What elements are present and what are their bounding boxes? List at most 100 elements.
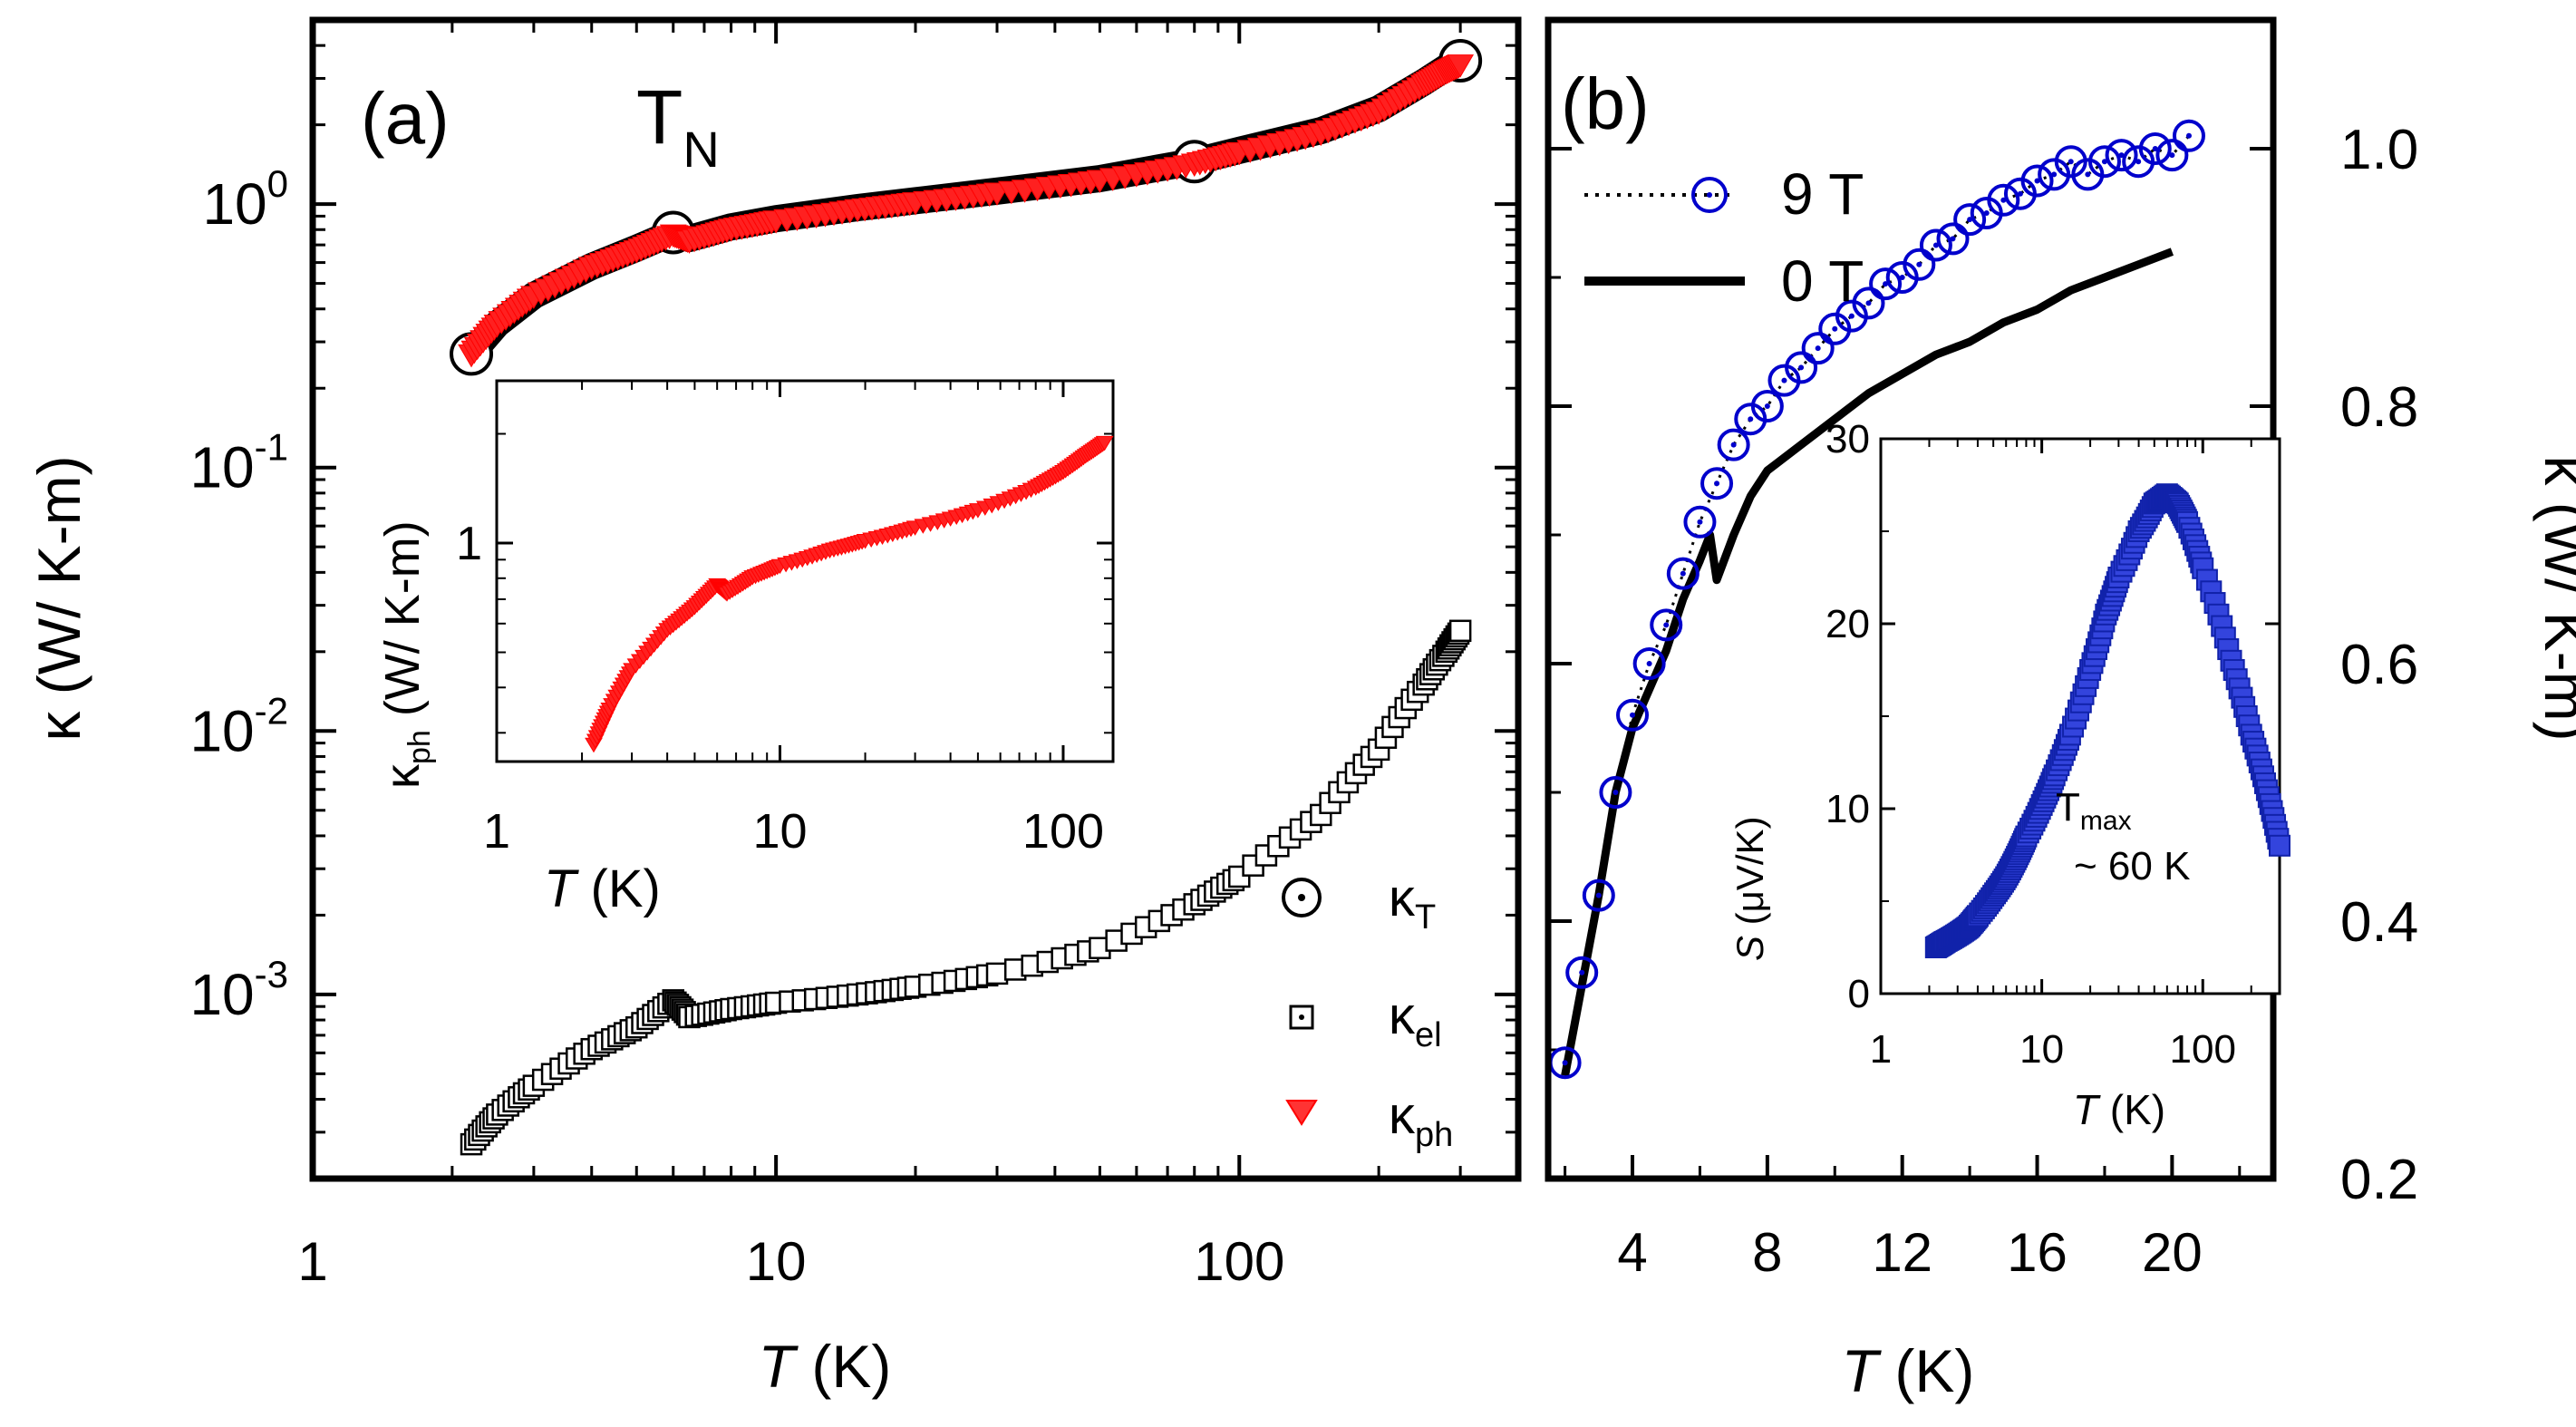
series-9t-marker [1666, 557, 1700, 590]
series-9t-marker-dot [1815, 345, 1821, 352]
series-9t-marker-dot [2051, 171, 2058, 178]
panel-a-ytick-label: 10-1 [189, 426, 288, 500]
series-9t-marker-dot [1899, 275, 1905, 280]
panel-b-ytick-label: 0.6 [2340, 634, 2418, 696]
panel-a-label: (a) [361, 78, 450, 159]
panel-a-inset-frame [495, 379, 1115, 763]
series-9t-marker-dot [1595, 892, 1602, 898]
series-9t-marker [1750, 390, 1784, 422]
panel-a: 1 10 100 10-3 10-2 10-1 100 1 10 100 1 T (K) κph … [25, 16, 1522, 1400]
series-9t-marker-dot [1680, 570, 1686, 577]
series-kel-marker [985, 962, 1009, 985]
series-9t-marker [1903, 248, 1936, 281]
series-kel-marker [1448, 619, 1472, 643]
panel-b-ylabel: κ (W/ K-m) [2532, 455, 2576, 741]
panel-b-inset-annotation-60k: ~ 60 K [2074, 844, 2190, 888]
series-9t-marker-dot [1579, 969, 1585, 976]
series-9t-marker [2138, 132, 2172, 165]
panel-b-xlabel: T (K) [1842, 1337, 1975, 1404]
panel-b-inset-ytick-label: 30 [1825, 417, 1870, 461]
panel-b-inset-ylabel: S (μV/K) [1729, 816, 1771, 961]
series-9t-marker-dot [1983, 210, 1990, 216]
series-9t-marker [1650, 608, 1683, 642]
series-9t-marker [1801, 332, 1835, 365]
legend-item-kt: κT [1282, 869, 1436, 937]
panel-b-legend: 9 T 0 T [1584, 161, 1864, 314]
inset-seebeck-marker [2269, 834, 2290, 857]
legend-item-kel: κel [1289, 986, 1442, 1054]
panel-a-legend: κT κel κph [1282, 869, 1453, 1154]
series-9t-marker [1700, 467, 1734, 500]
legend-label-9t: 9 T [1781, 161, 1864, 227]
series-9t-marker-dot [1832, 325, 1838, 332]
series-9t-marker [2020, 164, 2054, 198]
panel-a-xtick-label: 10 [746, 1231, 807, 1292]
series-9t-marker-dot [2085, 171, 2091, 178]
legend-item-9t: 9 T [1584, 161, 1864, 227]
panel-b-inset-ytick-label: 10 [1825, 787, 1870, 831]
series-9t-marker [2105, 139, 2138, 172]
series-9t-marker-dot [1798, 364, 1805, 371]
panel-a-xlabel: T (K) [759, 1333, 892, 1400]
series-9t-marker-dot [1950, 236, 1956, 242]
panel-a-ytick-label: 100 [202, 162, 288, 237]
series-9t-marker-dot [1916, 261, 1922, 267]
panel-b: 4 8 12 16 200.20.40.60.81.0 (b) 9 T 0 T 1 10 1… [1545, 16, 2576, 1404]
panel-b-inset-xtick-label: 1 [1870, 1027, 1892, 1072]
series-9t-marker [1785, 351, 1818, 384]
series-9t-marker-dot [2135, 159, 2142, 165]
legend-marker-9t [1691, 177, 1728, 213]
panel-a-inset-xtick-label: 100 [1022, 804, 1104, 859]
series-9t-marker [1869, 267, 1903, 301]
legend-marker-kph [1285, 1100, 1318, 1126]
series-9t-marker [1565, 956, 1599, 989]
series-9t-marker [1599, 776, 1632, 809]
panel-a-inset-series [585, 435, 1114, 753]
legend-label-kel: κel [1389, 986, 1442, 1054]
panel-b-ytick-label: 1.0 [2340, 119, 2418, 181]
series-9t-marker [1616, 698, 1650, 732]
legend-marker-kt [1282, 878, 1322, 917]
series-9t-marker [1987, 183, 2020, 217]
panel-b-series [1548, 119, 2205, 1080]
series-9t-marker [1582, 879, 1615, 912]
inset-kph-marker [1095, 435, 1114, 451]
series-9t-marker-dot [2068, 159, 2074, 165]
panel-b-inset-xtick-label: 10 [2019, 1027, 2064, 1072]
panel-b-inset-xtick-label: 100 [2170, 1027, 2236, 1072]
series-9t-marker [1717, 428, 1750, 461]
legend-marker-9t-dot [1707, 192, 1712, 198]
panel-b-inset-ytick-label: 20 [1825, 602, 1870, 646]
panel-a-inset: 1 10 100 1 T (K) κph (W/ K-m) [375, 379, 1115, 918]
legend-marker-kel [1289, 1005, 1314, 1030]
series-9t-marker-dot [2185, 132, 2192, 139]
panel-b-xtick-label: 16 [2007, 1222, 2068, 1283]
panel-a-frame [309, 16, 1522, 1182]
series-9t-marker-dot [2017, 190, 2023, 197]
panel-a-series [450, 39, 1483, 1156]
panel-b-ytick-label: 0.8 [2340, 376, 2418, 439]
panel-a-inset-ylabel: κph (W/ K-m) [375, 520, 437, 789]
series-9t-marker-dot [1781, 377, 1787, 383]
panel-a-annotation-tn: TN [636, 74, 720, 178]
panel-b-ytick-label: 0.2 [2340, 1149, 2418, 1211]
series-9t-marker [1683, 505, 1717, 539]
panel-b-inset-ticks: 1 10 100 0 10 20 30 [1825, 417, 2280, 1072]
panel-b-ytick-label: 0.4 [2340, 891, 2418, 954]
series-9t-marker [1632, 647, 1666, 680]
panel-b-inset-xlabel: T (K) [2073, 1086, 2165, 1133]
panel-b-inset-series [1924, 483, 2290, 958]
series-9t-marker-dot [1663, 622, 1670, 628]
panel-b-label: (b) [1561, 63, 1650, 144]
panel-b-inset: 1 10 100 0 10 20 30 T (K) S (μV/K) Tmax ~ 60 K [1729, 417, 2290, 1133]
panel-a-inset-xtick-label: 10 [752, 804, 807, 859]
panel-a-inset-xlabel: T (K) [544, 859, 661, 918]
panel-a-xtick-label: 1 [297, 1231, 327, 1292]
series-0t-line [1561, 248, 2174, 1077]
panel-b-inset-annotation-tmax: Tmax [2056, 785, 2132, 836]
series-9t-marker [2087, 145, 2121, 179]
legend-item-kph: κph [1285, 1086, 1453, 1154]
legend-marker-kel-dot [1299, 1014, 1304, 1020]
panel-a-ylabel: κ (W/ K-m) [25, 455, 92, 741]
series-9t-marker [1919, 228, 1952, 262]
